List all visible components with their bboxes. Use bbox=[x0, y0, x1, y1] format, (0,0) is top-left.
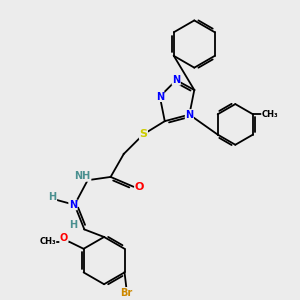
Text: NH: NH bbox=[75, 171, 91, 181]
Text: CH₃: CH₃ bbox=[262, 110, 278, 119]
Text: N: N bbox=[69, 200, 77, 210]
Text: S: S bbox=[140, 129, 147, 139]
Text: H: H bbox=[69, 220, 77, 230]
Text: O: O bbox=[135, 182, 144, 192]
Text: N: N bbox=[172, 75, 180, 85]
Text: N: N bbox=[156, 92, 164, 101]
Text: H: H bbox=[49, 192, 57, 202]
Text: O: O bbox=[60, 232, 68, 243]
Text: N: N bbox=[185, 110, 194, 120]
Text: CH₃: CH₃ bbox=[39, 237, 56, 246]
Text: Br: Br bbox=[120, 288, 132, 298]
